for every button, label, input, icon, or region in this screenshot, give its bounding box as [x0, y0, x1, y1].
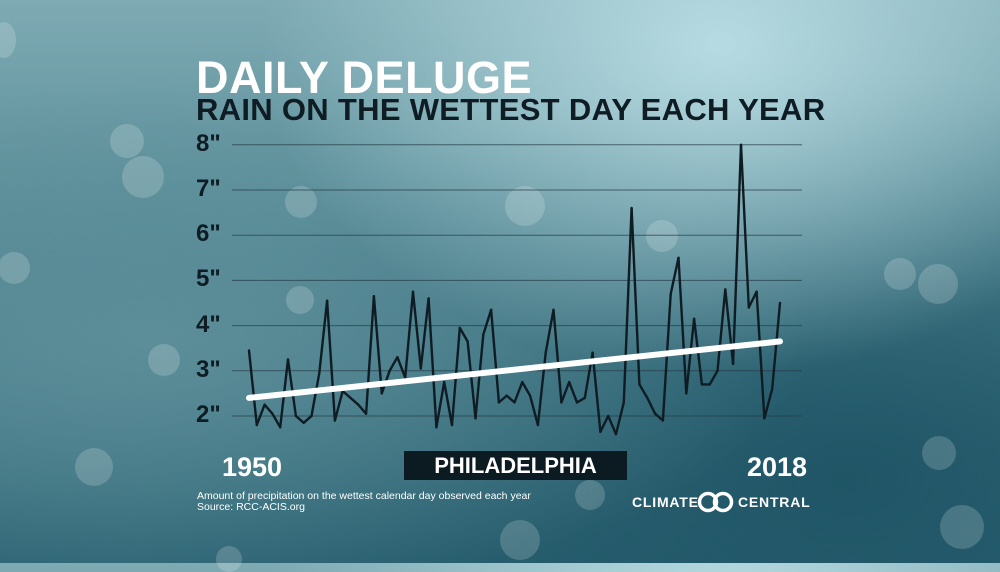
rainfall-line-segment [622, 206, 633, 404]
rainfall-line-segment [357, 403, 368, 415]
rainfall-line-segment [568, 380, 579, 404]
rainfall-line-segment [646, 396, 657, 415]
rainfall-line-segment [341, 389, 352, 400]
rainfall-line-segment [435, 380, 446, 429]
rainfall-line-segment [747, 290, 758, 309]
rainfall-line-segment [739, 143, 750, 309]
bokeh-light [148, 344, 180, 376]
start-year-label: 1950 [222, 452, 283, 482]
rainfall-line-segment [286, 358, 298, 418]
end-year-label: 2018 [747, 452, 808, 482]
rainfall-line-segment [607, 414, 618, 436]
rainfall-line-segment [294, 414, 305, 424]
rainfall-line-segment [575, 396, 586, 404]
rainfall-line-segment [521, 380, 532, 397]
bokeh-light [922, 436, 956, 470]
trend-group [246, 338, 783, 401]
rainfall-line-segment [443, 380, 454, 427]
rainfall-line-segment [497, 394, 508, 404]
trend-line [246, 338, 783, 401]
rainfall-line-segment [310, 371, 321, 418]
rainfall-line-segment [560, 380, 571, 404]
location-label: PHILADELPHIA [404, 451, 627, 480]
rainfall-line-segment [614, 401, 625, 436]
logo-text-right: CENTRAL [738, 494, 811, 510]
bokeh-light [75, 448, 113, 486]
rainfall-line-segment [661, 292, 672, 422]
rainfall-line-segment [513, 380, 524, 404]
rainfall-line-segment [364, 295, 376, 415]
rainfall-line-segment [482, 308, 493, 336]
chart-grid [232, 144, 802, 417]
y-tick-label: 5" [196, 265, 221, 293]
rainfall-series [247, 143, 782, 436]
bokeh-light [285, 186, 317, 218]
rainfall-line-segment [333, 389, 344, 422]
rainfall-line-segment [669, 256, 680, 296]
climate-central-rings-icon [697, 491, 734, 513]
rainfall-line-segment [349, 396, 360, 406]
bokeh-light [884, 258, 916, 290]
bokeh-light [500, 520, 540, 560]
source-note: Source: RCC-ACIS.org [197, 501, 305, 513]
y-tick-label: 2" [196, 401, 221, 428]
y-tick-label: 7" [196, 175, 221, 202]
rainfall-line-segment [763, 387, 774, 420]
rainfall-line-segment [388, 356, 399, 372]
chart-subtitle: RAIN ON THE WETTEST DAY EACH YEAR [196, 92, 826, 127]
chart-title: DAILY DELUGE [196, 52, 533, 103]
y-tick-label: 3" [196, 355, 221, 383]
bokeh-light [0, 252, 30, 284]
climate-central-logo: CLIMATE CENTRAL [632, 490, 811, 514]
rainfall-line-segment [528, 394, 540, 427]
rainfall-line-segment [685, 317, 696, 395]
rainfall-line-segment [466, 340, 477, 420]
bokeh-light [505, 186, 545, 226]
bokeh-light [575, 480, 605, 510]
rainfall-line-segment [318, 299, 329, 375]
rainfall-line-segment [325, 299, 337, 422]
bokeh-light [110, 124, 144, 158]
bokeh-light [286, 286, 314, 314]
rainfall-line-segment [255, 403, 266, 427]
rainfall-line-segment [396, 356, 407, 379]
rainfall-line-segment [653, 412, 665, 422]
rainfall-line-segment [552, 308, 563, 404]
rainfall-line-segment [419, 297, 430, 370]
rainfall-line-segment [716, 288, 727, 372]
rainfall-line-segment [427, 297, 438, 429]
rainfall-line-segment [505, 394, 516, 404]
bokeh-light [918, 264, 958, 304]
logo-text-left: CLIMATE [632, 494, 699, 510]
rainfall-line-segment [247, 349, 258, 427]
bokeh-light [646, 220, 678, 252]
rainfall-line-segment [724, 288, 735, 366]
rainfall-line-segment [771, 301, 782, 391]
rainfall-line-segment [263, 403, 274, 415]
rainfall-line-segment [638, 383, 649, 400]
y-tick-label: 4" [196, 310, 221, 338]
bokeh-light [0, 22, 16, 58]
y-tick-label: 8" [196, 129, 221, 157]
rainfall-line-segment [591, 351, 602, 433]
rainfall-line-segment [411, 290, 422, 370]
rainfall-line-segment [271, 412, 282, 429]
rainfall-line-segment [731, 143, 743, 366]
rainfall-line-segment [708, 369, 719, 386]
rainfall-line-segment [599, 414, 610, 433]
y-tick-label: 6" [196, 220, 221, 248]
bokeh-light [940, 505, 984, 549]
rainfall-line-segment [372, 295, 383, 395]
rainfall-line-segment [474, 333, 485, 420]
footnote: Amount of precipitation on the wettest c… [197, 490, 531, 502]
rainfall-line-segment [404, 290, 415, 379]
rainfall-line-segment [755, 290, 766, 420]
bokeh-light [122, 156, 164, 198]
rainfall-line-segment [677, 256, 688, 395]
rainfall-line-segment [458, 326, 469, 343]
rainfall-line-segment [302, 414, 313, 424]
rainfall-line-segment [544, 308, 555, 354]
rainfall-line-segment [489, 308, 501, 404]
